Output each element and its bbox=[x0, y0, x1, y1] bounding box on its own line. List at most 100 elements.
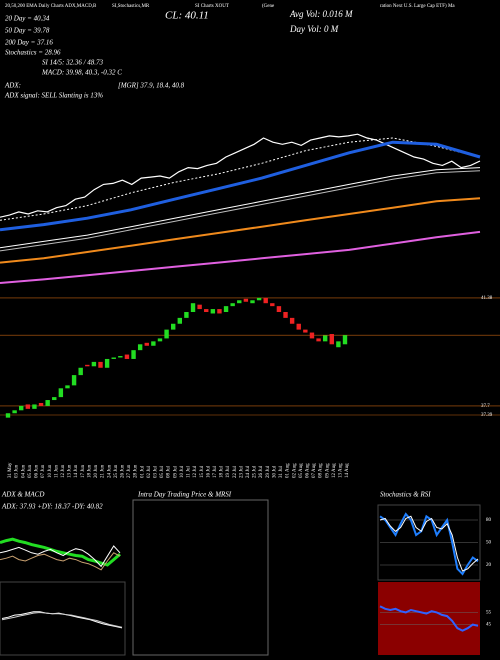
candle bbox=[32, 404, 37, 409]
indicator-line bbox=[0, 552, 121, 571]
candle bbox=[12, 410, 17, 414]
candle bbox=[124, 354, 130, 359]
candle bbox=[177, 317, 183, 324]
day-volume: Day Vol: 0 M bbox=[289, 24, 339, 34]
ema50-label: 50 Day = 39.78 bbox=[5, 27, 50, 35]
candle bbox=[137, 344, 143, 351]
macd-panel bbox=[0, 581, 126, 656]
indicator-line bbox=[0, 545, 121, 568]
x-tick-label: 02 Aug bbox=[292, 463, 297, 478]
candle bbox=[303, 329, 308, 333]
x-tick-label: 17 Jun bbox=[81, 464, 86, 478]
x-tick-label: 12 Jun bbox=[61, 464, 66, 478]
x-tick-label: 09 Jul bbox=[173, 465, 178, 478]
indicator-line bbox=[0, 137, 481, 221]
indicator-line bbox=[379, 512, 479, 576]
x-tick-label: 05 Jun bbox=[28, 464, 33, 478]
candle bbox=[184, 312, 189, 318]
indicator-line bbox=[0, 197, 481, 264]
indicator-line bbox=[1, 611, 123, 628]
x-tick-label: 13 Jun bbox=[68, 464, 73, 478]
x-tick-label: 03 Jul bbox=[154, 465, 159, 478]
x-tick-label: 22 Jul bbox=[233, 465, 238, 478]
rsi-panel bbox=[378, 582, 480, 655]
candle bbox=[197, 304, 202, 310]
indicator-line bbox=[379, 605, 479, 632]
candle bbox=[151, 341, 156, 346]
indicator-line bbox=[0, 140, 481, 232]
x-tick-label: 16 Jul bbox=[206, 465, 211, 478]
x-tick-label: 26 Jun bbox=[120, 464, 125, 478]
x-tick-label: 15 Jul bbox=[200, 465, 205, 478]
panel-title: Intra Day Trading Price & MRSI bbox=[137, 491, 232, 499]
x-tick-label: 05 Aug bbox=[299, 463, 304, 478]
candle bbox=[230, 303, 235, 307]
y-tick-label: 37.39 bbox=[481, 413, 493, 418]
candle bbox=[38, 402, 44, 406]
indicator-line bbox=[0, 170, 481, 252]
x-tick-label: 06 Aug bbox=[305, 463, 310, 478]
y-tick-label: 45 bbox=[486, 623, 492, 628]
candle bbox=[250, 300, 255, 304]
x-tick-label: 31 May bbox=[8, 462, 13, 478]
candle bbox=[157, 338, 163, 342]
indicator-line bbox=[0, 167, 481, 249]
candle bbox=[190, 303, 196, 313]
candle bbox=[71, 375, 77, 386]
indicator-line bbox=[379, 515, 479, 572]
stoch-label: Stochastics = 28.96 bbox=[5, 49, 61, 57]
x-tick-label: 24 Jul bbox=[246, 465, 251, 478]
header-title: ration Next U.S. Large Cap ETF) Ma bbox=[380, 4, 455, 9]
candle bbox=[276, 306, 282, 313]
header-title: SI,Stochastics,MR bbox=[112, 4, 150, 9]
x-tick-label: 14 Jun bbox=[74, 464, 79, 478]
candle bbox=[283, 312, 288, 318]
candle bbox=[164, 329, 169, 339]
x-tick-label: 26 Jul bbox=[259, 465, 264, 478]
x-tick-label: 11 Jun bbox=[54, 464, 59, 478]
y-tick-label: 37.7 bbox=[481, 404, 490, 409]
ema20-label: 20 Day = 40.34 bbox=[5, 15, 50, 23]
stoch-panel bbox=[377, 504, 481, 581]
candle bbox=[309, 332, 315, 339]
panel-title: ADX & MACD bbox=[1, 491, 44, 499]
x-tick-label: 24 Jun bbox=[107, 464, 112, 478]
candle bbox=[85, 364, 90, 367]
x-tick-label: 10 Jul bbox=[180, 465, 185, 478]
x-tick-label: 02 Jul bbox=[147, 465, 152, 478]
intraday-panel bbox=[132, 499, 269, 656]
candle bbox=[204, 309, 209, 313]
x-tick-label: 31 Jul bbox=[279, 465, 284, 478]
x-tick-label: 21 Jun bbox=[101, 464, 106, 478]
candle bbox=[210, 309, 216, 314]
header-title: (Gene bbox=[262, 4, 275, 9]
x-tick-label: 12 Jul bbox=[193, 465, 198, 478]
x-tick-label: 28 Jun bbox=[134, 464, 139, 478]
x-tick-label: 07 Aug bbox=[312, 463, 317, 478]
candle bbox=[336, 341, 341, 348]
header-title: SI Charts XOUT bbox=[195, 4, 229, 9]
x-tick-label: 01 Jul bbox=[140, 465, 145, 478]
candle bbox=[144, 342, 149, 346]
candle bbox=[217, 309, 222, 314]
x-tick-label: 18 Jun bbox=[87, 464, 92, 478]
candle bbox=[5, 413, 11, 418]
x-tick-label: 17 Jul bbox=[213, 465, 218, 478]
x-tick-label: 07 Jun bbox=[41, 464, 46, 478]
ema200-label: 200 Day = 37.16 bbox=[5, 39, 53, 47]
adx-label: ADX: bbox=[4, 82, 21, 90]
y-tick-label: 55 bbox=[486, 611, 492, 616]
candle bbox=[104, 358, 110, 368]
candle bbox=[270, 303, 275, 307]
x-tick-label: 08 Jul bbox=[167, 465, 172, 478]
candle bbox=[329, 334, 334, 345]
candle bbox=[65, 385, 70, 389]
x-tick-label: 04 Jun bbox=[21, 464, 26, 478]
candle bbox=[289, 317, 295, 324]
x-tick-label: 19 Jul bbox=[226, 465, 231, 478]
candle bbox=[322, 335, 328, 342]
panel-title: Stochastics & RSI bbox=[380, 491, 431, 499]
x-tick-label: 18 Jul bbox=[220, 465, 225, 478]
candle bbox=[45, 400, 50, 406]
candle bbox=[52, 397, 57, 401]
